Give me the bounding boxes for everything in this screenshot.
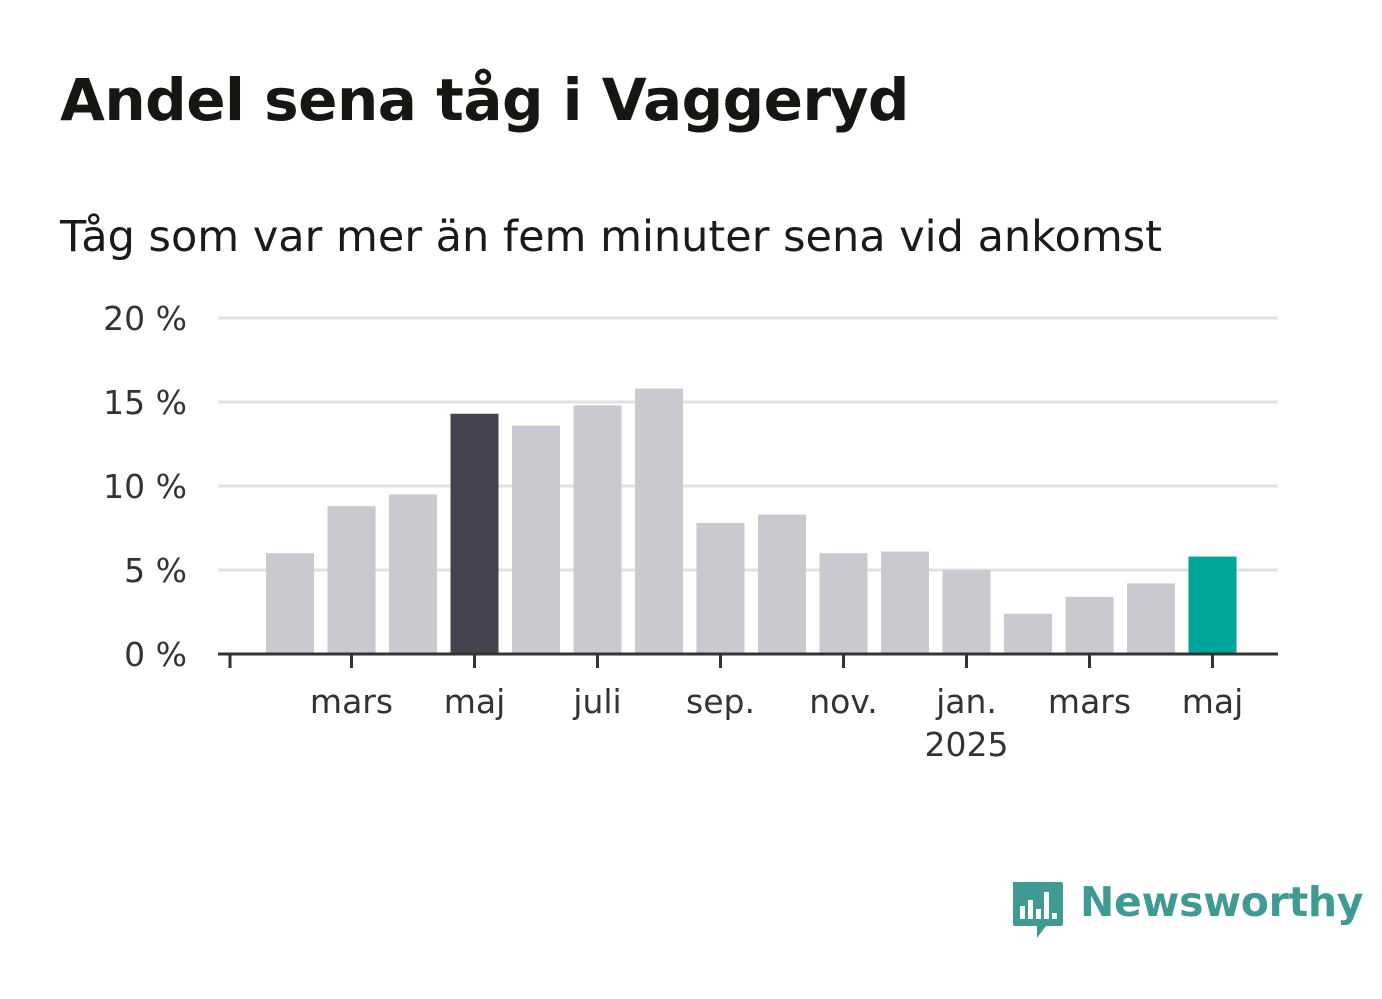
bar	[758, 514, 806, 654]
x-tick-label: maj	[444, 682, 506, 721]
chart-title: Andel sena tåg i Vaggeryd	[60, 66, 909, 134]
bar	[266, 553, 314, 654]
bar	[327, 506, 376, 654]
chart-subtitle: Tåg som var mer än fem minuter sena vid …	[60, 212, 1163, 262]
bar	[696, 522, 745, 654]
y-tick-label: 20 %	[103, 299, 187, 338]
bar	[389, 494, 437, 654]
bar	[942, 570, 991, 654]
y-tick-label: 15 %	[103, 383, 187, 422]
bar	[1188, 556, 1237, 654]
x-tick-label: jan.	[935, 682, 997, 721]
brand-name: Newsworthy	[1080, 878, 1364, 926]
y-tick-label: 10 %	[103, 467, 187, 506]
x-tick-label: nov.	[809, 682, 878, 721]
x-tick-label: juli	[572, 682, 621, 721]
bar	[819, 553, 868, 654]
x-axis-labels: mars maj juli sep. nov. jan. 2025 mars maj	[310, 682, 1243, 764]
y-tick-label: 0 %	[124, 635, 187, 674]
bar	[1004, 613, 1052, 654]
bar	[635, 388, 683, 654]
x-tick-label: mars	[310, 682, 393, 721]
bar	[512, 425, 560, 654]
bars	[266, 388, 1237, 654]
newsworthy-logo-icon	[1013, 882, 1063, 938]
y-tick-label: 5 %	[124, 551, 187, 590]
bar	[1127, 583, 1175, 654]
newsworthy-logo[interactable]: Newsworthy	[1010, 878, 1363, 942]
x-axis	[218, 652, 1278, 668]
grid-lines	[218, 316, 1278, 572]
bar	[450, 413, 499, 654]
bar	[573, 405, 622, 654]
x-tick-year-label: 2025	[925, 725, 1009, 764]
x-tick-label: sep.	[686, 682, 755, 721]
x-tick-label: mars	[1048, 682, 1131, 721]
y-axis-labels: 0 % 5 % 10 % 15 % 20 %	[103, 299, 187, 674]
bar	[1065, 596, 1114, 654]
bar	[881, 551, 929, 654]
x-tick-label: maj	[1182, 682, 1244, 721]
